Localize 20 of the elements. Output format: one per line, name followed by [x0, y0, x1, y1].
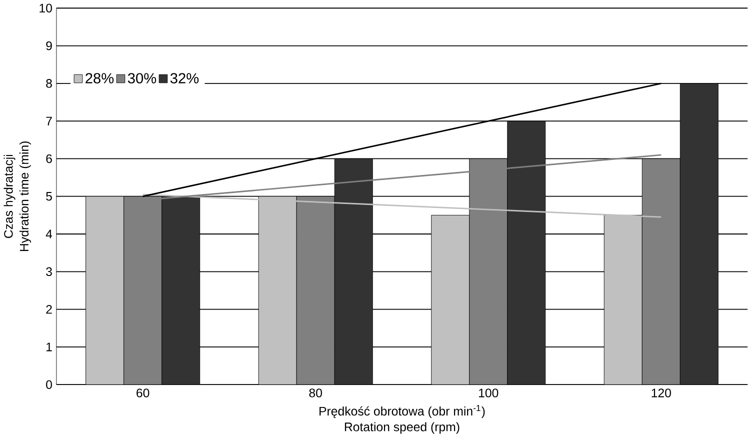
x-tick-label: 60 — [136, 388, 150, 398]
y-tick-label: 1 — [46, 342, 52, 351]
legend-label: 28% — [86, 72, 114, 84]
y-tick-label: 2 — [46, 304, 52, 314]
y-tick-label: 3 — [46, 267, 52, 276]
legend-label: 30% — [128, 72, 156, 84]
y-tick-label: 5 — [46, 192, 52, 200]
y-tick-label: 0 — [46, 380, 52, 389]
x-tick-label: 100 — [479, 388, 498, 398]
y-tick-label: 9 — [46, 41, 52, 50]
text: Prędkość obrotowa (obr min$^{-1}$) Rotation speed (rpm) — [320, 404, 485, 434]
x-tick-label: 120 — [652, 388, 671, 398]
y-tick-label: 7 — [46, 116, 52, 126]
y-axis-title: Czas hydratacji Hydration time (min) — [4, 141, 31, 251]
legend-label: 32% — [170, 72, 199, 84]
x-tick-label: 80 — [309, 388, 322, 398]
y-tick-label: 6 — [46, 154, 52, 163]
y-tick-label: 10 — [40, 4, 52, 12]
y-tick-label: 8 — [46, 78, 52, 88]
y-tick-label: 4 — [46, 230, 52, 238]
